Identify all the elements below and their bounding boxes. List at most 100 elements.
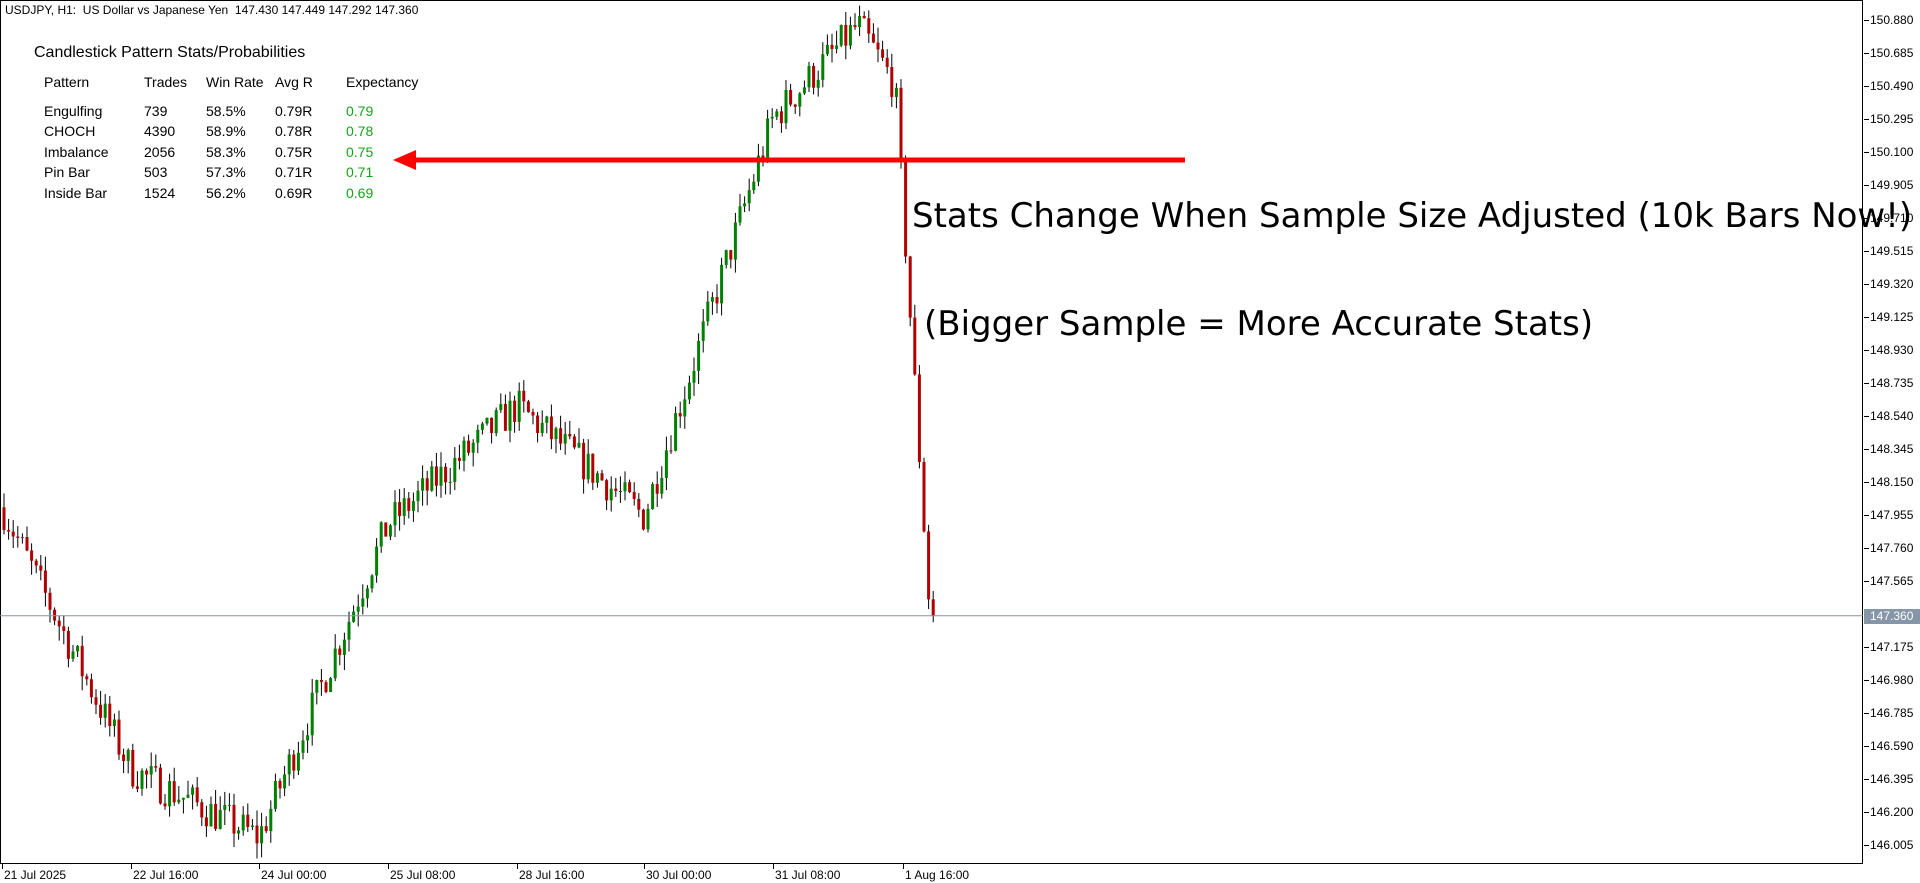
price-tick: [1864, 779, 1869, 780]
candle-bear: [531, 412, 535, 416]
candle-bull: [379, 522, 383, 547]
candle-bear: [48, 592, 52, 610]
price-tick: [1864, 86, 1869, 87]
time-tick: [517, 864, 518, 869]
candle-bull: [595, 473, 599, 483]
candle-bear: [89, 679, 93, 698]
chart-area[interactable]: [0, 0, 1863, 864]
candle-bull: [720, 264, 724, 304]
price-label: 150.880: [1870, 13, 1914, 27]
candle-bear: [885, 57, 889, 67]
candle-bull: [177, 799, 181, 803]
candle-bear: [158, 767, 162, 804]
price-tick: [1864, 812, 1869, 813]
candle-bear: [789, 89, 793, 105]
candle-bull: [306, 735, 310, 741]
candle-bear: [490, 417, 494, 433]
candle-bear: [255, 825, 259, 844]
candle-bull: [835, 45, 839, 49]
candle-bull: [480, 423, 484, 430]
price-axis[interactable]: 150.880 150.685 150.490 150.295 150.100 149.9…: [1864, 0, 1920, 864]
stats-header-4: Expectancy: [346, 74, 419, 90]
candle-bull: [517, 390, 521, 422]
candle-bear: [204, 817, 208, 827]
candle-bear: [319, 680, 323, 683]
time-label: 25 Jul 08:00: [390, 868, 456, 882]
stats-cell-r1-c2: 58.9%: [206, 123, 246, 140]
time-tick: [773, 864, 774, 869]
time-label: 30 Jul 00:00: [646, 868, 712, 882]
time-axis[interactable]: 21 Jul 2025 22 Jul 16:00 24 Jul 00:00 25 Ju…: [0, 864, 1863, 883]
candle-bull: [701, 321, 705, 341]
price-tick: [1864, 383, 1869, 384]
candle-bear: [172, 781, 176, 803]
candle-bull: [237, 830, 241, 834]
candle-bull: [687, 382, 691, 400]
candle-bear: [94, 697, 98, 705]
price-tick: [1864, 680, 1869, 681]
price-tick: [1864, 350, 1869, 351]
time-label: 28 Jul 16:00: [519, 868, 585, 882]
candle-bear: [11, 531, 15, 537]
candle-bear: [899, 87, 903, 160]
time-tick: [903, 864, 904, 869]
candle-bull: [807, 66, 811, 88]
candle-bull: [798, 93, 802, 107]
price-tick: [1864, 284, 1869, 285]
price-label: 150.295: [1870, 112, 1914, 126]
candle-bull: [848, 25, 852, 46]
candle-bear: [568, 433, 572, 437]
candle-bear: [637, 498, 641, 510]
candle-bear: [444, 466, 448, 483]
candle-bull: [747, 190, 751, 204]
candle-bull: [839, 25, 843, 46]
time-label: 24 Jul 00:00: [261, 868, 327, 882]
candle-bear: [338, 648, 342, 655]
stats-cell-r2-c3: 0.75R: [275, 143, 313, 160]
candle-bull: [710, 297, 714, 302]
stats-cell-r3-c2: 57.3%: [206, 164, 246, 181]
stats-cell-r4-c2: 56.2%: [206, 184, 246, 201]
candle-bull: [766, 118, 770, 159]
stats-cell-r0-c4: 0.79: [346, 103, 374, 119]
candle-bear: [582, 442, 586, 480]
price-plot[interactable]: [0, 0, 1863, 864]
stats-cell-r3-c1: 503: [144, 164, 168, 181]
candle-bull: [269, 808, 273, 832]
candle-bull: [692, 370, 696, 383]
candle-bear: [678, 413, 682, 417]
candle-bear: [43, 570, 47, 593]
stats-cell-r2-c2: 58.3%: [206, 143, 246, 160]
candle-bull: [356, 606, 360, 612]
price-label: 149.320: [1870, 277, 1914, 291]
candle-bull: [508, 400, 512, 431]
time-label: 1 Aug 16:00: [905, 868, 970, 882]
candle-bear: [917, 374, 921, 462]
candle-bear: [467, 440, 471, 453]
stats-cell-r4-c4: 0.69: [346, 184, 374, 201]
candle-bull: [825, 44, 829, 55]
candle-bull: [333, 648, 337, 679]
candle-bull: [416, 490, 420, 502]
stats-cell-r0-c2: 58.5%: [206, 103, 246, 119]
candle-bear: [85, 676, 89, 680]
candle-bear: [99, 704, 103, 718]
price-tick: [1864, 119, 1869, 120]
candle-bull: [738, 206, 742, 223]
candle-bear: [264, 826, 268, 832]
price-label: 146.395: [1870, 772, 1914, 786]
candle-bear: [513, 400, 517, 422]
candle-bear: [632, 492, 636, 499]
candle-bull: [375, 546, 379, 576]
candle-bull: [71, 651, 75, 659]
annotation-arrow-head: [393, 150, 416, 170]
price-tick: [1864, 581, 1869, 582]
candle-bear: [246, 814, 250, 827]
candle-bear: [232, 804, 236, 834]
price-label: 148.345: [1870, 442, 1914, 456]
candle-bear: [614, 488, 618, 492]
candle-bear: [931, 599, 935, 616]
candle-bear: [600, 473, 604, 481]
candle-bull: [370, 575, 374, 589]
candle-bull: [149, 766, 153, 775]
